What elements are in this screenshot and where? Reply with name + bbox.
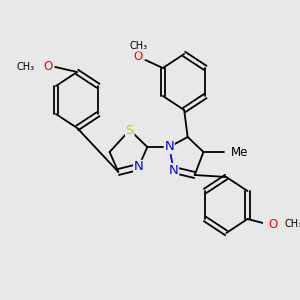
Text: O: O: [268, 218, 278, 230]
Text: CH₃: CH₃: [129, 41, 147, 51]
Text: O: O: [134, 50, 143, 64]
Text: S: S: [126, 124, 134, 136]
Text: N: N: [169, 164, 178, 176]
Text: N: N: [164, 140, 174, 154]
Text: O: O: [44, 61, 53, 74]
Text: N: N: [134, 160, 143, 173]
Text: CH₃: CH₃: [284, 219, 300, 229]
Text: Me: Me: [231, 146, 248, 158]
Text: CH₃: CH₃: [16, 62, 34, 72]
